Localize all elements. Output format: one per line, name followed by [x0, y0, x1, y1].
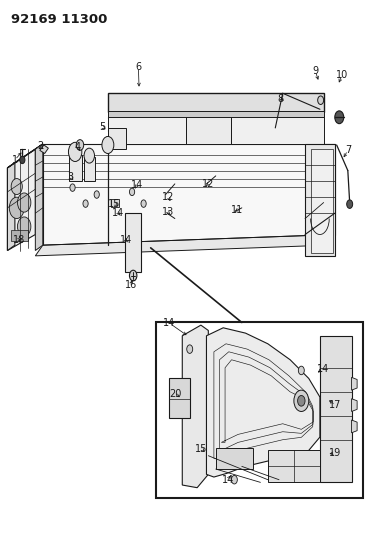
- Text: 9: 9: [312, 67, 318, 76]
- Circle shape: [347, 200, 353, 208]
- Circle shape: [102, 136, 114, 154]
- Text: 20: 20: [169, 390, 182, 399]
- Polygon shape: [125, 213, 141, 272]
- Circle shape: [335, 111, 344, 124]
- Polygon shape: [182, 325, 208, 488]
- Text: 18: 18: [13, 235, 25, 245]
- Circle shape: [76, 140, 84, 150]
- Text: 15: 15: [108, 199, 121, 208]
- Circle shape: [294, 390, 309, 411]
- Polygon shape: [352, 399, 357, 411]
- Circle shape: [298, 395, 305, 406]
- Polygon shape: [35, 235, 335, 256]
- Polygon shape: [186, 116, 231, 144]
- Text: 2: 2: [37, 141, 43, 151]
- Text: 14: 14: [222, 475, 234, 484]
- Text: 8: 8: [278, 94, 284, 103]
- Polygon shape: [111, 199, 119, 207]
- Text: 6: 6: [135, 62, 141, 72]
- Polygon shape: [311, 149, 333, 253]
- Polygon shape: [231, 116, 324, 144]
- Polygon shape: [11, 230, 28, 241]
- Circle shape: [83, 200, 88, 207]
- Circle shape: [11, 179, 22, 195]
- Text: 16: 16: [125, 280, 137, 289]
- Circle shape: [20, 156, 25, 164]
- Polygon shape: [169, 378, 190, 418]
- Polygon shape: [108, 128, 126, 149]
- Polygon shape: [352, 420, 357, 433]
- Text: 14: 14: [112, 208, 124, 218]
- Circle shape: [129, 270, 137, 281]
- Text: 7: 7: [345, 146, 351, 155]
- Polygon shape: [108, 93, 324, 112]
- Circle shape: [187, 345, 193, 353]
- Text: 4: 4: [75, 142, 81, 151]
- Text: 1: 1: [12, 155, 18, 165]
- Text: 3: 3: [68, 172, 74, 182]
- Text: 12: 12: [202, 179, 215, 189]
- Circle shape: [9, 197, 24, 219]
- Text: 19: 19: [330, 448, 341, 458]
- Polygon shape: [43, 144, 335, 245]
- Text: 14: 14: [317, 364, 329, 374]
- Circle shape: [70, 184, 75, 191]
- Bar: [156, 322, 363, 498]
- Circle shape: [129, 188, 135, 196]
- Circle shape: [17, 193, 31, 212]
- Text: 92169 11300: 92169 11300: [11, 13, 108, 26]
- Polygon shape: [352, 377, 357, 390]
- Text: 5: 5: [99, 122, 105, 132]
- Text: 13: 13: [162, 207, 174, 217]
- Circle shape: [298, 366, 304, 375]
- Polygon shape: [216, 448, 253, 469]
- Circle shape: [17, 217, 31, 236]
- Circle shape: [141, 200, 146, 207]
- Polygon shape: [7, 149, 35, 251]
- Circle shape: [84, 148, 94, 163]
- Polygon shape: [108, 111, 324, 117]
- Polygon shape: [320, 336, 352, 482]
- Circle shape: [94, 191, 99, 198]
- Text: 14: 14: [120, 235, 132, 245]
- Circle shape: [318, 96, 324, 104]
- Polygon shape: [206, 328, 320, 477]
- Circle shape: [68, 142, 82, 161]
- Text: 14: 14: [163, 318, 175, 328]
- Text: 10: 10: [336, 70, 348, 79]
- Polygon shape: [108, 116, 186, 144]
- Polygon shape: [40, 145, 48, 154]
- Polygon shape: [35, 144, 43, 251]
- Text: 15: 15: [195, 444, 208, 454]
- Text: 14: 14: [131, 181, 143, 190]
- Circle shape: [231, 475, 237, 484]
- Polygon shape: [305, 144, 335, 256]
- Polygon shape: [268, 450, 320, 482]
- Polygon shape: [84, 157, 95, 181]
- Text: 12: 12: [162, 192, 174, 202]
- Polygon shape: [69, 155, 82, 181]
- Polygon shape: [7, 163, 15, 251]
- Polygon shape: [7, 144, 43, 168]
- Text: 17: 17: [329, 400, 342, 410]
- Text: 11: 11: [231, 205, 243, 215]
